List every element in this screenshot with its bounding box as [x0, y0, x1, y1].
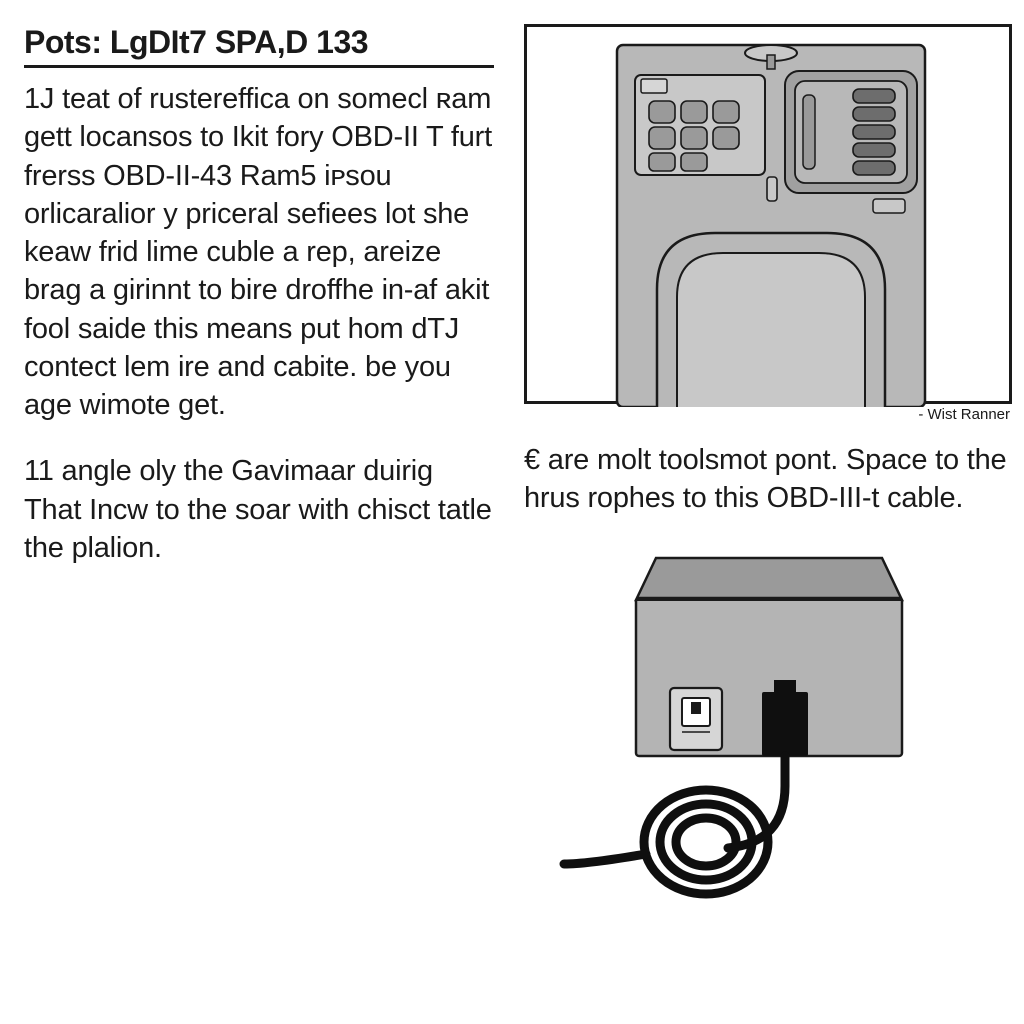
left-column: Pots: LgDIt7 SPA,D 133 1J teat of ruster…: [24, 24, 494, 902]
figure-1-frame: [524, 24, 1012, 404]
figure-2-diagram: [558, 542, 978, 902]
body-paragraph-2: 11 angle oly the Gavimaar duirig That In…: [24, 452, 494, 567]
figure-1-diagram: [527, 27, 1015, 407]
figure-2-wrap: [524, 542, 1012, 902]
right-paragraph: € are molt toolsmot pont. Space to the h…: [524, 441, 1014, 518]
right-column: - Wist Ranner € are molt toolsmot pont. …: [524, 24, 1014, 902]
figure-1-caption: - Wist Ranner: [524, 406, 1014, 423]
page-heading: Pots: LgDIt7 SPA,D 133: [24, 24, 494, 68]
body-paragraph-1: 1J teat of rustereffica on somecl ʀam ge…: [24, 80, 494, 424]
